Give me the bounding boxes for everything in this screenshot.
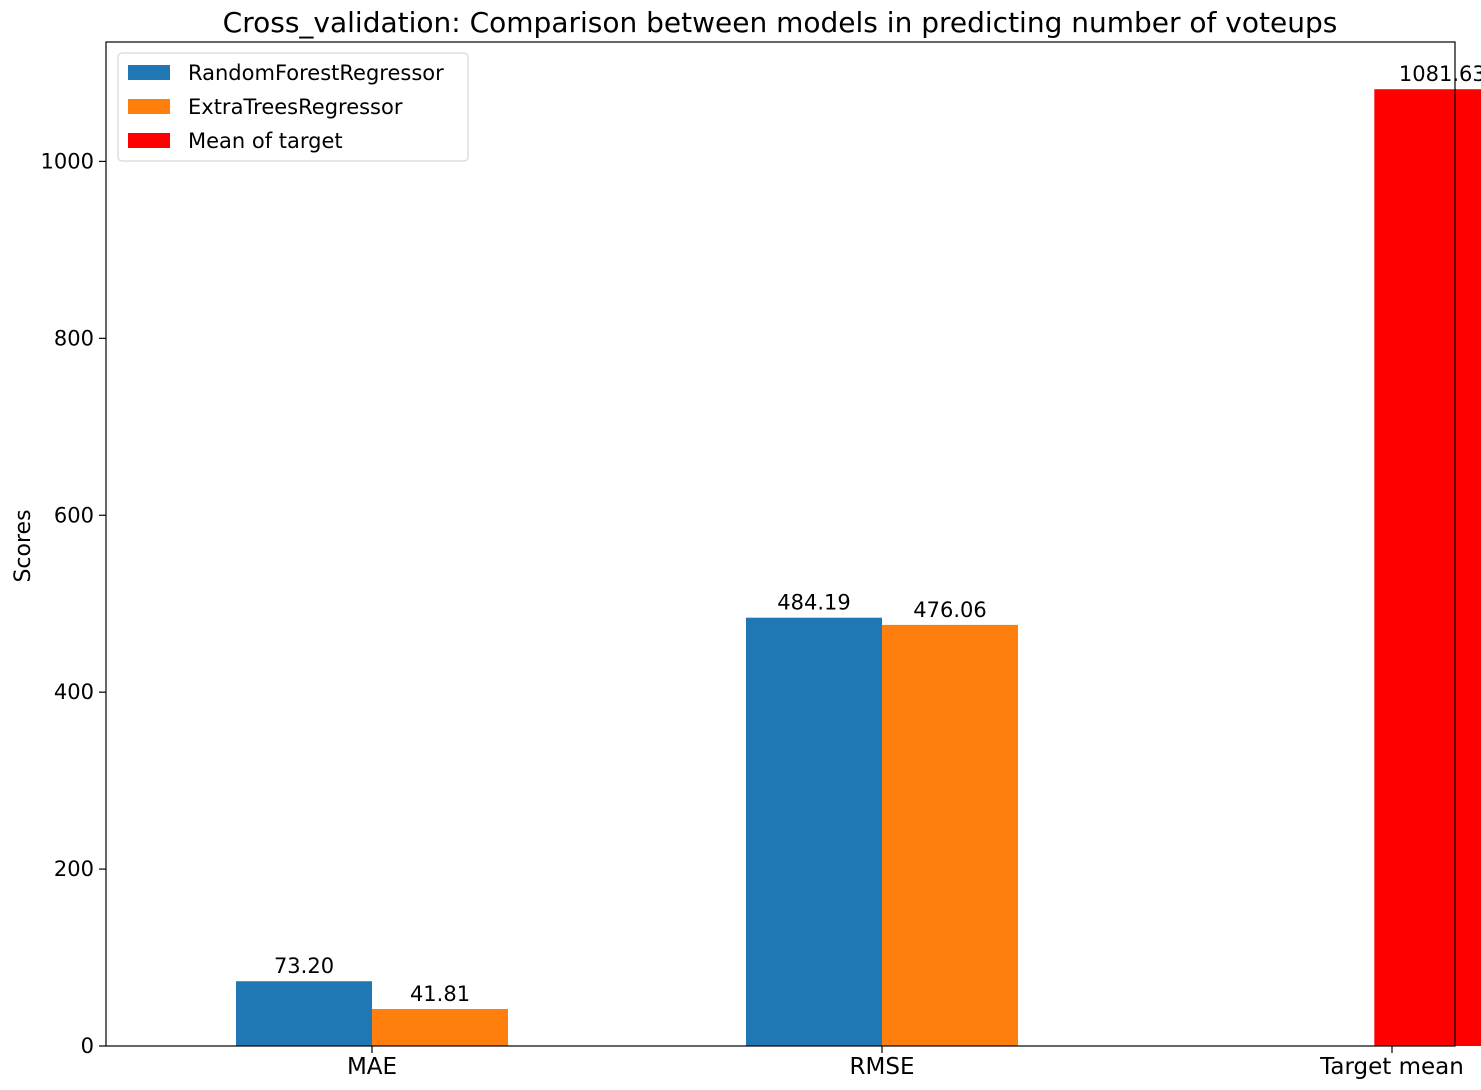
y-tick-label: 200 bbox=[54, 857, 94, 881]
legend-entry-label: Mean of target bbox=[188, 129, 343, 153]
plot-area: 73.20 484.19 41.81 476.06 1081.63 0 200 400 600 8… bbox=[41, 41, 1481, 1080]
x-tick-label: RMSE bbox=[850, 1054, 915, 1080]
y-tick-label: 1000 bbox=[41, 149, 94, 173]
legend-swatch bbox=[128, 133, 170, 148]
bar-value-label: 476.06 bbox=[913, 598, 986, 622]
bar-value-label: 73.20 bbox=[274, 954, 334, 978]
axes-frame bbox=[105, 41, 1456, 1047]
chart-title: Cross_validation: Comparison between mod… bbox=[223, 6, 1338, 39]
y-tick-label: 0 bbox=[81, 1034, 94, 1058]
bar-randomforestregressor-mae bbox=[236, 981, 372, 1046]
legend-swatch bbox=[128, 99, 170, 114]
y-tick-label: 800 bbox=[54, 326, 94, 350]
y-tick-label: 400 bbox=[54, 680, 94, 704]
legend-entry-label: RandomForestRegressor bbox=[188, 61, 444, 85]
x-tick-label: Target mean bbox=[1319, 1054, 1464, 1080]
bar-value-label: 41.81 bbox=[410, 982, 470, 1006]
legend: RandomForestRegressor ExtraTreesRegressor… bbox=[117, 52, 469, 162]
bar-value-label: 1081.63 bbox=[1399, 62, 1481, 86]
bar-value-label: 484.19 bbox=[777, 591, 850, 615]
bar-mean-of-target-target-mean bbox=[1374, 89, 1481, 1047]
bar-extratreesregressor-rmse bbox=[882, 624, 1018, 1046]
legend-swatch bbox=[128, 65, 170, 80]
bar-randomforestregressor-rmse bbox=[746, 617, 882, 1046]
y-axis-label: Scores bbox=[11, 509, 36, 582]
x-tick-label: MAE bbox=[347, 1054, 397, 1080]
y-tick-label: 600 bbox=[54, 503, 94, 527]
bar-extratreesregressor-mae bbox=[372, 1009, 508, 1046]
legend-box bbox=[117, 52, 469, 162]
legend-entry-label: ExtraTreesRegressor bbox=[188, 95, 403, 119]
